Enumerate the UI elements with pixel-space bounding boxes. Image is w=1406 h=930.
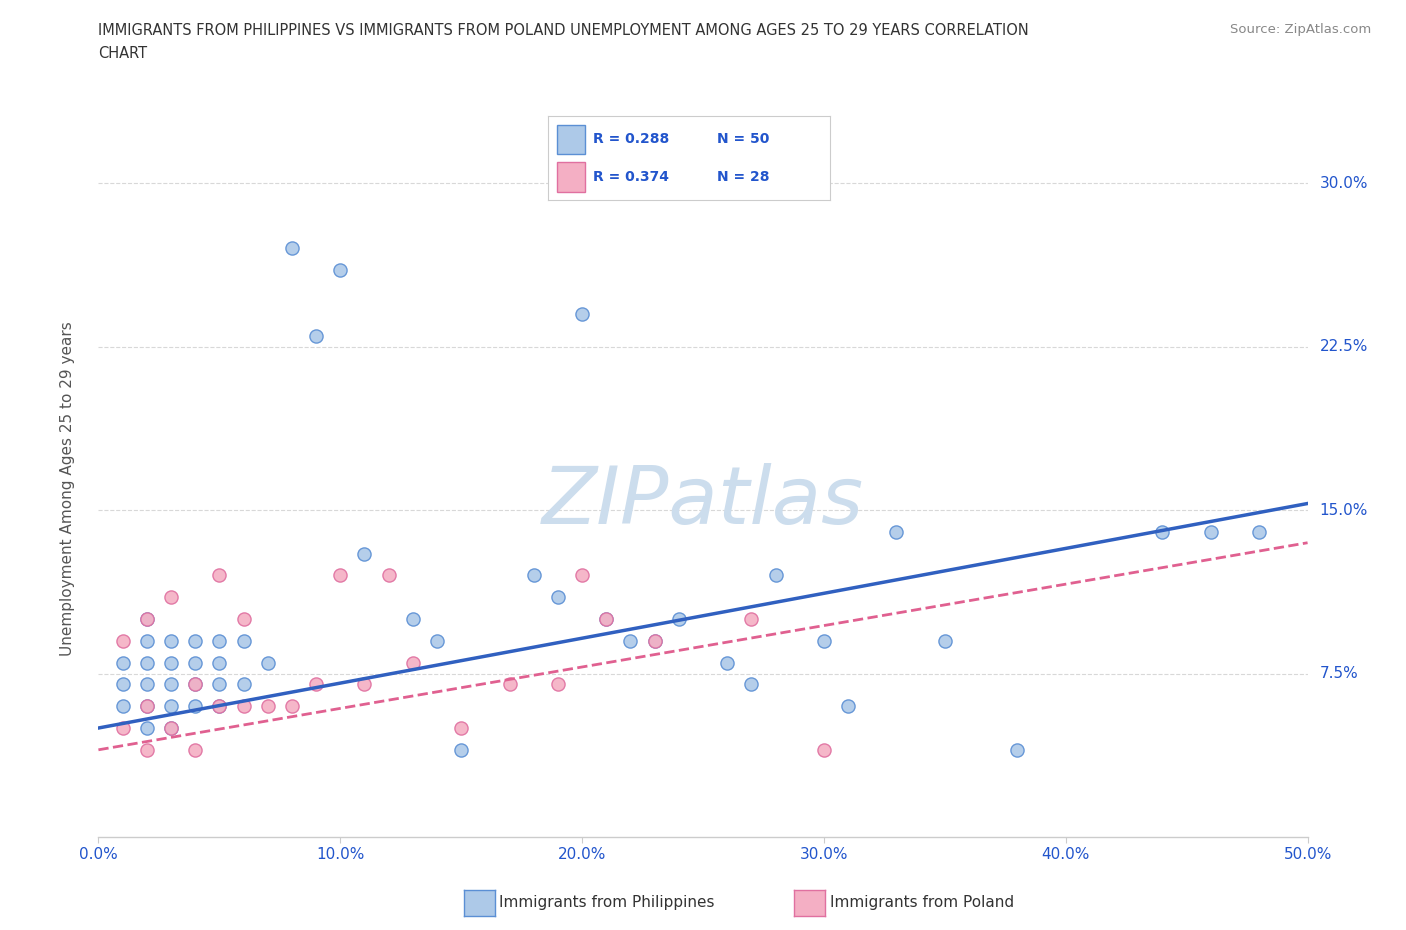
Point [934,633,956,648]
Point [329,263,352,278]
Text: R = 0.374: R = 0.374 [593,170,669,184]
Point [716,655,738,670]
Point [135,633,157,648]
Point [256,655,278,670]
Point [208,655,231,670]
Text: Immigrants from Poland: Immigrants from Poland [830,895,1014,910]
Bar [557,125,585,153]
Point [305,677,328,692]
Point [111,633,134,648]
Point [402,612,425,627]
Text: N = 50: N = 50 [717,132,769,146]
Point [111,721,134,736]
Point [135,655,157,670]
Point [184,677,207,692]
Point [886,525,908,539]
Point [571,307,593,322]
Point [160,633,183,648]
Point [619,633,641,648]
Point [232,633,254,648]
Point [450,721,472,736]
Bar [557,163,585,192]
Point [1249,525,1271,539]
Point [1007,742,1029,757]
Point [426,633,449,648]
Point [184,698,207,713]
Text: 22.5%: 22.5% [1320,339,1368,354]
Point [208,698,231,713]
Text: ZIPatlas: ZIPatlas [541,463,865,541]
Point [740,677,762,692]
Point [595,612,617,627]
Point [160,721,183,736]
Point [523,568,546,583]
Point [135,698,157,713]
Point [135,612,157,627]
Text: IMMIGRANTS FROM PHILIPPINES VS IMMIGRANTS FROM POLAND UNEMPLOYMENT AMONG AGES 25: IMMIGRANTS FROM PHILIPPINES VS IMMIGRANT… [98,23,1029,38]
Point [837,698,859,713]
Point [232,677,254,692]
Point [329,568,352,583]
Text: 15.0%: 15.0% [1320,502,1368,518]
Point [111,655,134,670]
Point [668,612,690,627]
Point [547,590,569,604]
Point [208,568,231,583]
Text: Immigrants from Philippines: Immigrants from Philippines [499,895,714,910]
Text: 7.5%: 7.5% [1320,666,1358,681]
Point [160,590,183,604]
Point [353,677,375,692]
Point [281,698,304,713]
Point [740,612,762,627]
Point [135,742,157,757]
Point [208,698,231,713]
Point [111,677,134,692]
Point [135,721,157,736]
Point [208,633,231,648]
Point [232,612,254,627]
Point [184,655,207,670]
Point [402,655,425,670]
Point [765,568,787,583]
Point [595,612,617,627]
Point [813,742,835,757]
Point [184,633,207,648]
Point [256,698,278,713]
Point [160,655,183,670]
Point [1199,525,1222,539]
Point [377,568,399,583]
Point [1152,525,1174,539]
Point [305,328,328,343]
Point [160,677,183,692]
Point [184,677,207,692]
Point [450,742,472,757]
Point [208,677,231,692]
Text: Source: ZipAtlas.com: Source: ZipAtlas.com [1230,23,1371,36]
Point [232,698,254,713]
Y-axis label: Unemployment Among Ages 25 to 29 years: Unemployment Among Ages 25 to 29 years [60,321,75,656]
Point [111,698,134,713]
Point [135,677,157,692]
Text: 30.0%: 30.0% [1320,176,1368,191]
Point [547,677,569,692]
Point [353,546,375,561]
Point [498,677,520,692]
Text: N = 28: N = 28 [717,170,769,184]
Point [160,721,183,736]
Point [160,698,183,713]
Text: CHART: CHART [98,46,148,61]
Point [644,633,666,648]
Point [135,698,157,713]
Point [135,612,157,627]
Point [281,241,304,256]
Point [184,742,207,757]
Point [571,568,593,583]
Text: R = 0.288: R = 0.288 [593,132,669,146]
Point [813,633,835,648]
Point [644,633,666,648]
